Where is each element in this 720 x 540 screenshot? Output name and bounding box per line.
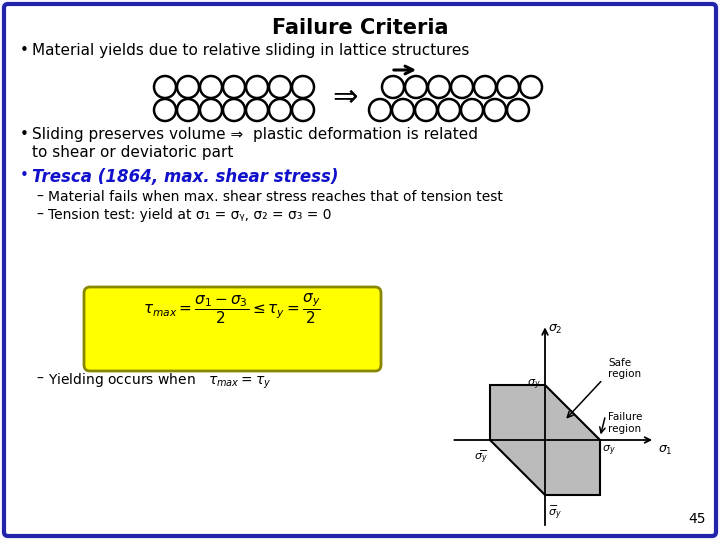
Text: –: –: [36, 208, 43, 222]
Text: –: –: [36, 190, 43, 204]
Text: $\tau_{max} = \dfrac{\sigma_1 - \sigma_3}{2} \leq \tau_y = \dfrac{\sigma_y}{2}$: $\tau_{max} = \dfrac{\sigma_1 - \sigma_3…: [143, 291, 321, 326]
FancyBboxPatch shape: [4, 4, 716, 536]
Text: Tresca (1864, max. shear stress): Tresca (1864, max. shear stress): [32, 168, 338, 186]
Text: 45: 45: [688, 512, 706, 526]
Text: Material yields due to relative sliding in lattice structures: Material yields due to relative sliding …: [32, 43, 469, 58]
Text: •: •: [20, 127, 29, 142]
Text: $\sigma_y$: $\sigma_y$: [602, 444, 616, 458]
Text: $\sigma_y$: $\sigma_y$: [548, 508, 562, 522]
Text: ⇒: ⇒: [332, 83, 358, 111]
Text: Sliding preserves volume ⇒  plastic deformation is related: Sliding preserves volume ⇒ plastic defor…: [32, 127, 478, 142]
Text: Failure Criteria: Failure Criteria: [271, 18, 449, 38]
Text: to shear or deviatoric part: to shear or deviatoric part: [32, 145, 233, 160]
Text: $\sigma_y$: $\sigma_y$: [474, 452, 488, 467]
Text: •: •: [20, 43, 29, 58]
Text: $-$: $-$: [478, 444, 488, 454]
Text: Failure
region: Failure region: [608, 413, 643, 434]
Polygon shape: [490, 385, 600, 495]
Text: –: –: [36, 372, 43, 386]
Text: $\sigma_2$: $\sigma_2$: [548, 323, 562, 336]
Text: Tension test: yield at σ₁ = σᵧ, σ₂ = σ₃ = 0: Tension test: yield at σ₁ = σᵧ, σ₂ = σ₃ …: [48, 208, 331, 222]
Text: Material fails when max. shear stress reaches that of tension test: Material fails when max. shear stress re…: [48, 190, 503, 204]
Text: Safe
region: Safe region: [608, 357, 642, 379]
Text: $\sigma_y$: $\sigma_y$: [527, 378, 541, 392]
Text: $\sigma_1$: $\sigma_1$: [658, 444, 672, 457]
Text: •: •: [20, 168, 29, 183]
Text: Yielding occurs when   $\tau_{max} = \tau_y$: Yielding occurs when $\tau_{max} = \tau_…: [48, 372, 271, 391]
FancyBboxPatch shape: [84, 287, 381, 371]
Text: $-$: $-$: [548, 499, 558, 509]
